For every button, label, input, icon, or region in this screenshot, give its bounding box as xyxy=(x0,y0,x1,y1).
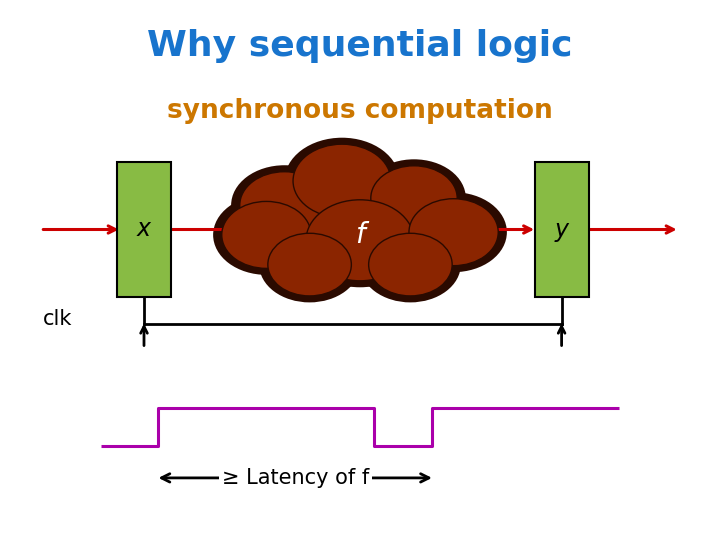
Circle shape xyxy=(400,192,507,272)
Circle shape xyxy=(231,165,338,245)
Circle shape xyxy=(297,193,423,287)
Text: x: x xyxy=(137,218,151,241)
Text: f: f xyxy=(355,221,365,249)
Circle shape xyxy=(268,233,351,296)
Bar xyxy=(117,162,171,297)
Circle shape xyxy=(240,172,329,239)
Circle shape xyxy=(306,200,414,281)
Circle shape xyxy=(259,227,360,302)
Text: ≥ Latency of f: ≥ Latency of f xyxy=(222,468,369,488)
Circle shape xyxy=(409,199,498,266)
Circle shape xyxy=(360,227,461,302)
Text: y: y xyxy=(554,218,569,241)
Bar xyxy=(534,162,589,297)
Circle shape xyxy=(362,159,466,237)
Circle shape xyxy=(284,138,400,224)
Text: synchronous computation: synchronous computation xyxy=(167,98,553,124)
Text: clk: clk xyxy=(42,308,72,329)
Circle shape xyxy=(369,233,452,296)
Text: Why sequential logic: Why sequential logic xyxy=(148,29,572,63)
Circle shape xyxy=(213,195,320,275)
Circle shape xyxy=(293,144,391,218)
Circle shape xyxy=(222,201,311,268)
Circle shape xyxy=(371,166,457,231)
